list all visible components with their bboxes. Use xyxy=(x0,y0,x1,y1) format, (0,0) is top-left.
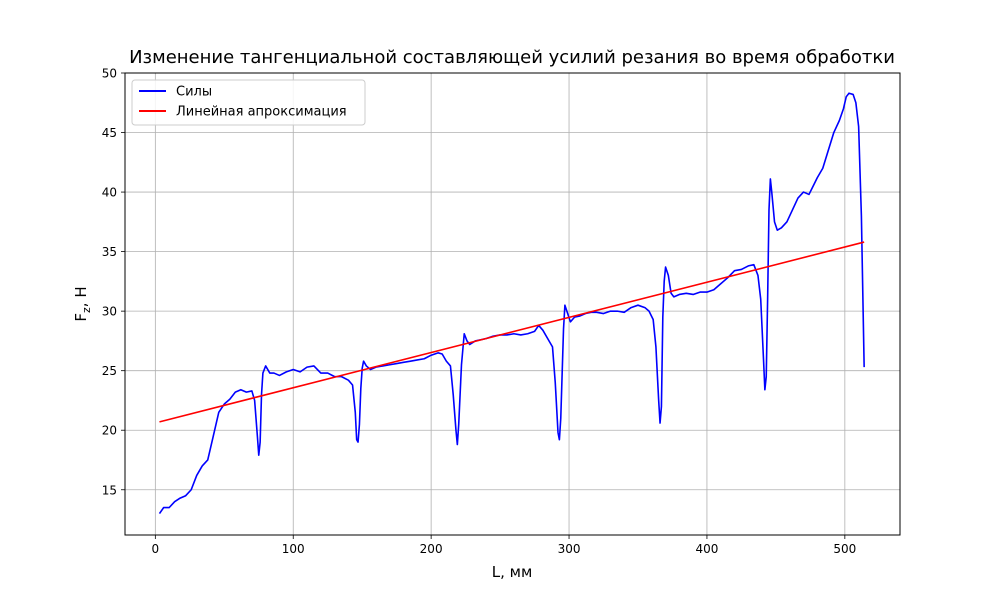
y-tick-label: 30 xyxy=(102,305,117,319)
y-axis-label-rest: , Н xyxy=(72,286,90,307)
y-tick-label: 25 xyxy=(102,364,117,378)
legend: Силы Линейная апроксимация xyxy=(131,79,366,126)
y-tick-label: 20 xyxy=(102,424,117,438)
y-tick-label: 35 xyxy=(102,245,117,259)
x-tick-label: 100 xyxy=(282,542,305,556)
x-tick-label: 400 xyxy=(695,542,718,556)
x-tick-label: 200 xyxy=(420,542,443,556)
series-layer xyxy=(158,92,865,515)
forces-series-line xyxy=(158,92,865,515)
x-tick-label: 500 xyxy=(833,542,856,556)
plot-frame xyxy=(124,72,901,536)
y-tick-label: 50 xyxy=(102,67,117,81)
y-tick-label: 40 xyxy=(102,186,117,200)
y-axis-label-subscript: z xyxy=(80,307,93,313)
y-tick-label: 15 xyxy=(102,483,117,497)
linear-fit-line xyxy=(159,241,865,423)
y-tick-label: 45 xyxy=(102,126,117,140)
legend-label-forces: Силы xyxy=(176,85,212,100)
axis-ticks: 0 100 200 300 400 500 15 20 25 30 35 40 45 50 xyxy=(102,67,857,557)
chart-title: Изменение тангенциальной составляющей ус… xyxy=(129,47,895,68)
y-axis-label: Fz, Н xyxy=(72,286,93,321)
x-tick-label: 0 xyxy=(152,542,160,556)
y-axis-label-base: F xyxy=(72,313,90,322)
x-tick-label: 300 xyxy=(558,542,581,556)
x-axis-label: L, мм xyxy=(492,563,533,581)
legend-label-linear-fit: Линейная апроксимация xyxy=(176,105,347,120)
legend-box xyxy=(131,79,366,126)
